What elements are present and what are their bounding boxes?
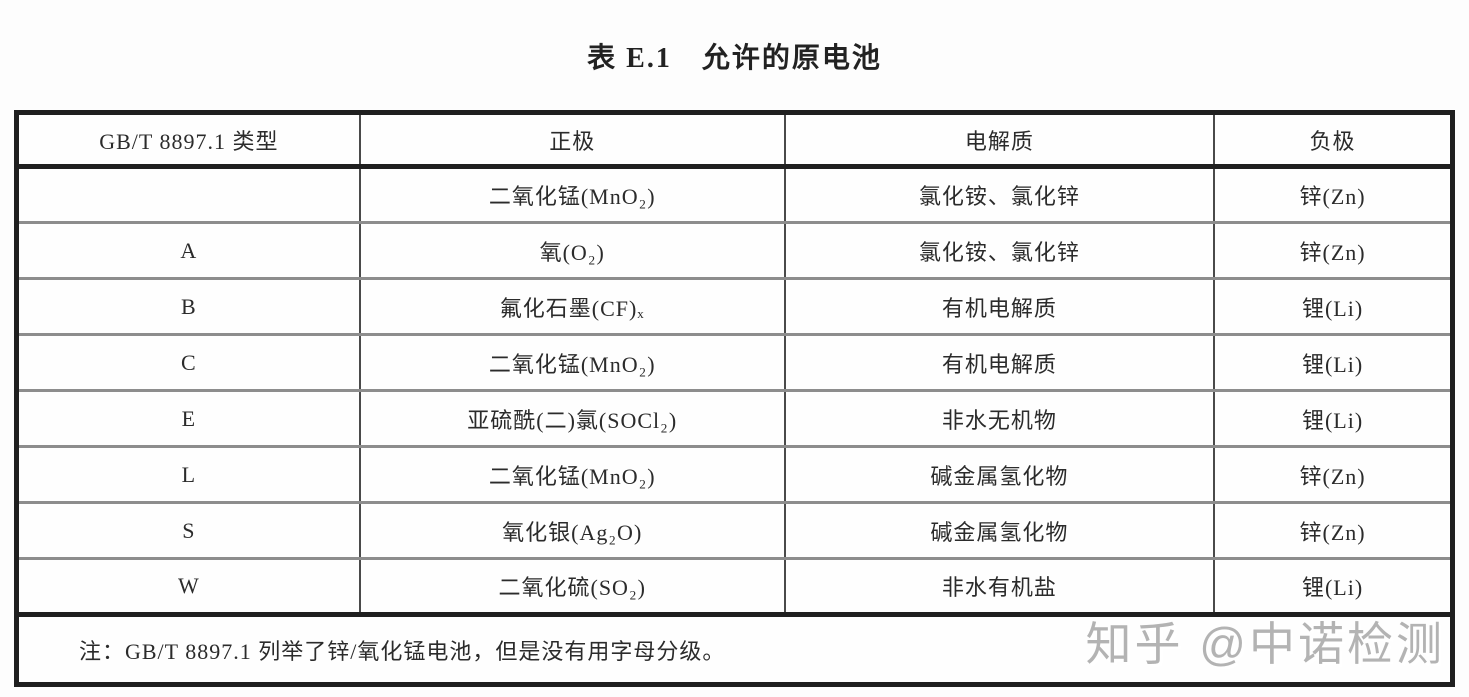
cell-anode: 锌(Zn) [1213,221,1453,279]
cell-type: C [16,333,360,391]
cell-anode: 锌(Zn) [1213,166,1453,223]
cell-cathode: 二氧化锰(MnO₂) [358,445,785,503]
cell-cathode: 氧(O₂) [358,221,785,279]
cell-anode: 锌(Zn) [1213,445,1453,503]
table-row: L 二氧化锰(MnO₂) 碱金属氢化物 锌(Zn) [16,445,1453,503]
header-row: GB/T 8897.1 类型 正极 电解质 负极 [16,112,1453,169]
cell-cathode: 二氧化锰(MnO₂) [358,333,785,391]
cell-type: A [16,221,360,279]
cell-electrolyte: 碱金属氢化物 [783,501,1215,559]
battery-table: GB/T 8897.1 类型 正极 电解质 负极 二氧化锰(MnO₂) 氯化铵、… [14,110,1455,687]
cell-anode: 锂(Li) [1213,277,1453,335]
page-title: 表 E.1 允许的原电池 [587,43,882,74]
cell-cathode: 二氧化硫(SO₂) [358,557,785,615]
cell-electrolyte: 非水有机盐 [783,557,1215,615]
table-row: C 二氧化锰(MnO₂) 有机电解质 锂(Li) [16,333,1453,391]
cell-electrolyte: 氯化铵、氯化锌 [783,166,1215,223]
cell-type [17,167,360,223]
cell-anode: 锌(Zn) [1213,501,1453,559]
table-note-row: 注：GB/T 8897.1 列举了锌/氧化锰电池，但是没有用字母分级。 [16,612,1453,685]
cell-type: L [16,445,360,503]
header-cathode: 正极 [358,112,785,169]
cell-cathode: 二氧化锰(MnO₂) [358,166,785,223]
cell-anode: 锂(Li) [1213,389,1453,447]
cell-anode: 锂(Li) [1213,557,1453,615]
table-row: 二氧化锰(MnO₂) 氯化铵、氯化锌 锌(Zn) [17,166,1453,223]
cell-cathode: 氧化银(Ag₂O) [358,501,785,559]
table-note: 注：GB/T 8897.1 列举了锌/氧化锰电池，但是没有用字母分级。 [16,612,1453,685]
cell-type: S [16,501,360,559]
table-row: A 氧(O₂) 氯化铵、氯化锌 锌(Zn) [16,221,1453,279]
cell-cathode: 氟化石墨(CF)ₓ [358,277,785,335]
table-row: E 亚硫酰(二)氯(SOCl₂) 非水无机物 锂(Li) [16,389,1453,447]
cell-anode: 锂(Li) [1213,333,1453,391]
header-anode: 负极 [1213,112,1453,169]
cell-type: W [16,557,360,615]
watermark: 知乎 @中诺检测 [1085,618,1445,670]
cell-electrolyte: 有机电解质 [783,277,1215,335]
cell-electrolyte: 碱金属氢化物 [783,445,1215,503]
header-type: GB/T 8897.1 类型 [16,112,360,169]
cell-cathode: 亚硫酰(二)氯(SOCl₂) [358,389,785,447]
header-electrolyte: 电解质 [783,112,1215,169]
cell-type: B [16,277,360,335]
cell-electrolyte: 非水无机物 [783,389,1215,447]
table-row: S 氧化银(Ag₂O) 碱金属氢化物 锌(Zn) [16,501,1453,559]
cell-electrolyte: 氯化铵、氯化锌 [783,221,1215,279]
cell-type: E [16,389,360,447]
table-row: B 氟化石墨(CF)ₓ 有机电解质 锂(Li) [16,277,1453,335]
table-row: W 二氧化硫(SO₂) 非水有机盐 锂(Li) [16,557,1453,615]
table-container: GB/T 8897.1 类型 正极 电解质 负极 二氧化锰(MnO₂) 氯化铵、… [14,110,1455,687]
cell-electrolyte: 有机电解质 [783,333,1215,391]
